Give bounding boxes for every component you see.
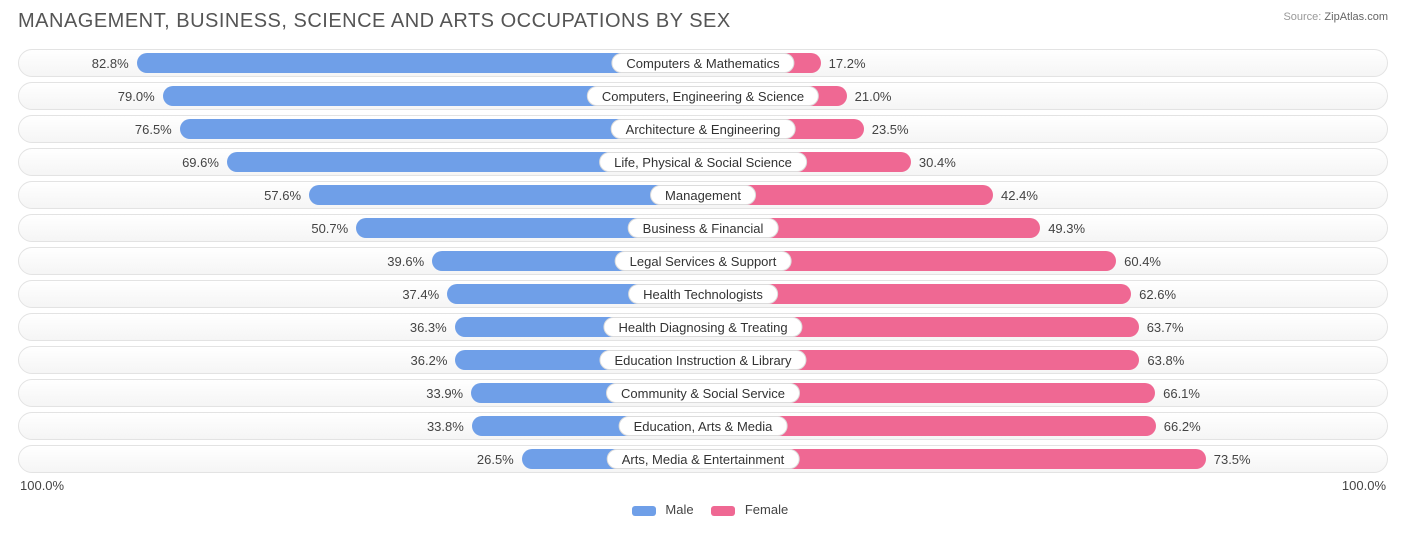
- female-half: 42.4%: [703, 182, 1387, 208]
- female-pct-label: 42.4%: [1001, 182, 1038, 208]
- male-pct-label: 69.6%: [182, 149, 219, 175]
- male-pct-label: 39.6%: [387, 248, 424, 274]
- category-label: Community & Social Service: [606, 383, 800, 403]
- male-pct-label: 33.8%: [427, 413, 464, 439]
- category-label: Arts, Media & Entertainment: [607, 449, 800, 469]
- male-half: 37.4%: [19, 281, 703, 307]
- legend-label-male: Male: [665, 502, 693, 517]
- female-pct-label: 49.3%: [1048, 215, 1085, 241]
- female-half: 60.4%: [703, 248, 1387, 274]
- male-pct-label: 57.6%: [264, 182, 301, 208]
- female-half: 62.6%: [703, 281, 1387, 307]
- male-half: 36.3%: [19, 314, 703, 340]
- male-half: 26.5%: [19, 446, 703, 472]
- category-label: Business & Financial: [628, 218, 779, 238]
- female-half: 63.7%: [703, 314, 1387, 340]
- female-half: 17.2%: [703, 50, 1387, 76]
- axis-right-label: 100.0%: [1342, 478, 1386, 493]
- male-half: 50.7%: [19, 215, 703, 241]
- female-half: 66.1%: [703, 380, 1387, 406]
- female-pct-label: 73.5%: [1214, 446, 1251, 472]
- category-label: Management: [650, 185, 756, 205]
- category-label: Education Instruction & Library: [599, 350, 806, 370]
- female-pct-label: 66.2%: [1164, 413, 1201, 439]
- male-pct-label: 26.5%: [477, 446, 514, 472]
- category-label: Computers & Mathematics: [611, 53, 794, 73]
- male-half: 57.6%: [19, 182, 703, 208]
- category-label: Legal Services & Support: [615, 251, 792, 271]
- bar-row: 69.6% 30.4% Life, Physical & Social Scienc…: [18, 148, 1388, 176]
- female-half: 66.2%: [703, 413, 1387, 439]
- male-half: 76.5%: [19, 116, 703, 142]
- male-pct-label: 82.8%: [92, 50, 129, 76]
- bar-row: 33.9% 66.1% Community & Social Service: [18, 379, 1388, 407]
- source-label: Source:: [1283, 11, 1321, 23]
- male-pct-label: 76.5%: [135, 116, 172, 142]
- female-pct-label: 60.4%: [1124, 248, 1161, 274]
- male-half: 33.8%: [19, 413, 703, 439]
- bar-row: 82.8% 17.2% Computers & Mathematics: [18, 49, 1388, 77]
- bar-row: 26.5% 73.5% Arts, Media & Entertainment: [18, 445, 1388, 473]
- category-label: Education, Arts & Media: [619, 416, 788, 436]
- bar-row: 57.6% 42.4% Management: [18, 181, 1388, 209]
- female-pct-label: 23.5%: [872, 116, 909, 142]
- male-half: 39.6%: [19, 248, 703, 274]
- male-pct-label: 33.9%: [426, 380, 463, 406]
- category-label: Health Diagnosing & Treating: [603, 317, 802, 337]
- bar-row: 50.7% 49.3% Business & Financial: [18, 214, 1388, 242]
- chart-header: MANAGEMENT, BUSINESS, SCIENCE AND ARTS O…: [18, 10, 1388, 33]
- female-pct-label: 63.7%: [1147, 314, 1184, 340]
- male-half: 33.9%: [19, 380, 703, 406]
- x-axis: 100.0% 100.0%: [18, 478, 1388, 498]
- female-pct-label: 66.1%: [1163, 380, 1200, 406]
- male-pct-label: 36.3%: [410, 314, 447, 340]
- male-pct-label: 50.7%: [311, 215, 348, 241]
- source-value: ZipAtlas.com: [1324, 11, 1388, 23]
- female-pct-label: 21.0%: [855, 83, 892, 109]
- legend-swatch-female: [711, 506, 735, 516]
- female-pct-label: 30.4%: [919, 149, 956, 175]
- category-label: Computers, Engineering & Science: [587, 86, 819, 106]
- male-pct-label: 79.0%: [118, 83, 155, 109]
- legend: Male Female: [18, 502, 1388, 517]
- male-pct-label: 37.4%: [402, 281, 439, 307]
- bar-row: 39.6% 60.4% Legal Services & Support: [18, 247, 1388, 275]
- bar-row: 36.2% 63.8% Education Instruction & Librar…: [18, 346, 1388, 374]
- source-attribution: Source: ZipAtlas.com: [1283, 10, 1388, 24]
- bar-row: 76.5% 23.5% Architecture & Engineering: [18, 115, 1388, 143]
- chart-title: MANAGEMENT, BUSINESS, SCIENCE AND ARTS O…: [18, 10, 731, 33]
- category-label: Life, Physical & Social Science: [599, 152, 807, 172]
- bar-row: 33.8% 66.2% Education, Arts & Media: [18, 412, 1388, 440]
- male-half: 82.8%: [19, 50, 703, 76]
- female-pct-label: 62.6%: [1139, 281, 1176, 307]
- female-half: 73.5%: [703, 446, 1387, 472]
- diverging-bar-chart: 82.8% 17.2% Computers & Mathematics 79.0% 21…: [18, 49, 1388, 473]
- category-label: Architecture & Engineering: [611, 119, 796, 139]
- male-pct-label: 36.2%: [411, 347, 448, 373]
- legend-swatch-male: [632, 506, 656, 516]
- chart-container: MANAGEMENT, BUSINESS, SCIENCE AND ARTS O…: [0, 0, 1406, 559]
- bar-row: 79.0% 21.0% Computers, Engineering & Scien…: [18, 82, 1388, 110]
- female-pct-label: 17.2%: [829, 50, 866, 76]
- bar-row: 37.4% 62.6% Health Technologists: [18, 280, 1388, 308]
- legend-label-female: Female: [745, 502, 788, 517]
- female-half: 23.5%: [703, 116, 1387, 142]
- axis-left-label: 100.0%: [20, 478, 64, 493]
- female-pct-label: 63.8%: [1147, 347, 1184, 373]
- male-bar: [309, 185, 703, 205]
- female-half: 49.3%: [703, 215, 1387, 241]
- bar-row: 36.3% 63.7% Health Diagnosing & Treating: [18, 313, 1388, 341]
- category-label: Health Technologists: [628, 284, 778, 304]
